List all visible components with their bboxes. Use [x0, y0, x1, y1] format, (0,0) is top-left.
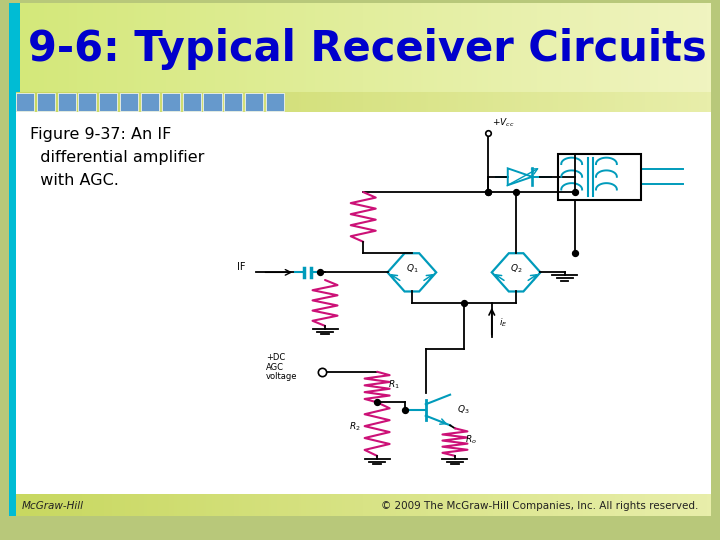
Text: 9-6: Typical Receiver Circuits: 9-6: Typical Receiver Circuits: [28, 28, 706, 70]
Text: differential amplifier: differential amplifier: [30, 150, 204, 165]
Text: Figure 9-37: An IF: Figure 9-37: An IF: [30, 127, 171, 142]
Text: $i_E$: $i_E$: [499, 317, 508, 329]
Text: $R_2$: $R_2$: [349, 420, 361, 433]
Bar: [141, 93, 159, 111]
Point: [510, 188, 522, 197]
Text: McGraw-Hill: McGraw-Hill: [22, 501, 84, 511]
Bar: [266, 93, 284, 111]
Point: [399, 406, 410, 414]
Point: [482, 188, 494, 197]
Bar: [225, 93, 243, 111]
Bar: [58, 93, 76, 111]
Text: © 2009 The McGraw-Hill Companies, Inc. All rights reserved.: © 2009 The McGraw-Hill Companies, Inc. A…: [381, 501, 698, 511]
Text: voltage: voltage: [266, 373, 297, 381]
Bar: [37, 93, 55, 111]
Point: [482, 188, 494, 197]
Text: $R_1$: $R_1$: [387, 378, 400, 390]
Point: [315, 268, 326, 276]
Bar: [558, 154, 641, 200]
Point: [570, 249, 581, 258]
Text: $R_o$: $R_o$: [465, 433, 477, 446]
Bar: [99, 93, 117, 111]
Bar: [16, 93, 34, 111]
Text: +DC: +DC: [266, 353, 285, 362]
Text: AGC: AGC: [266, 363, 284, 372]
Bar: [16, 3, 20, 92]
Bar: [162, 93, 180, 111]
Bar: [245, 93, 264, 111]
Text: with AGC.: with AGC.: [30, 173, 119, 188]
Bar: [183, 93, 201, 111]
Text: IF: IF: [237, 262, 245, 273]
Text: $Q_3$: $Q_3$: [457, 404, 469, 416]
Text: $Q_2$: $Q_2$: [510, 262, 522, 275]
Text: $Q_1$: $Q_1$: [405, 262, 418, 275]
Point: [570, 188, 581, 197]
Text: $+V_{cc}$: $+V_{cc}$: [492, 116, 514, 129]
Point: [458, 299, 469, 307]
Point: [372, 398, 383, 407]
Bar: [204, 93, 222, 111]
Bar: [120, 93, 138, 111]
Bar: [78, 93, 96, 111]
